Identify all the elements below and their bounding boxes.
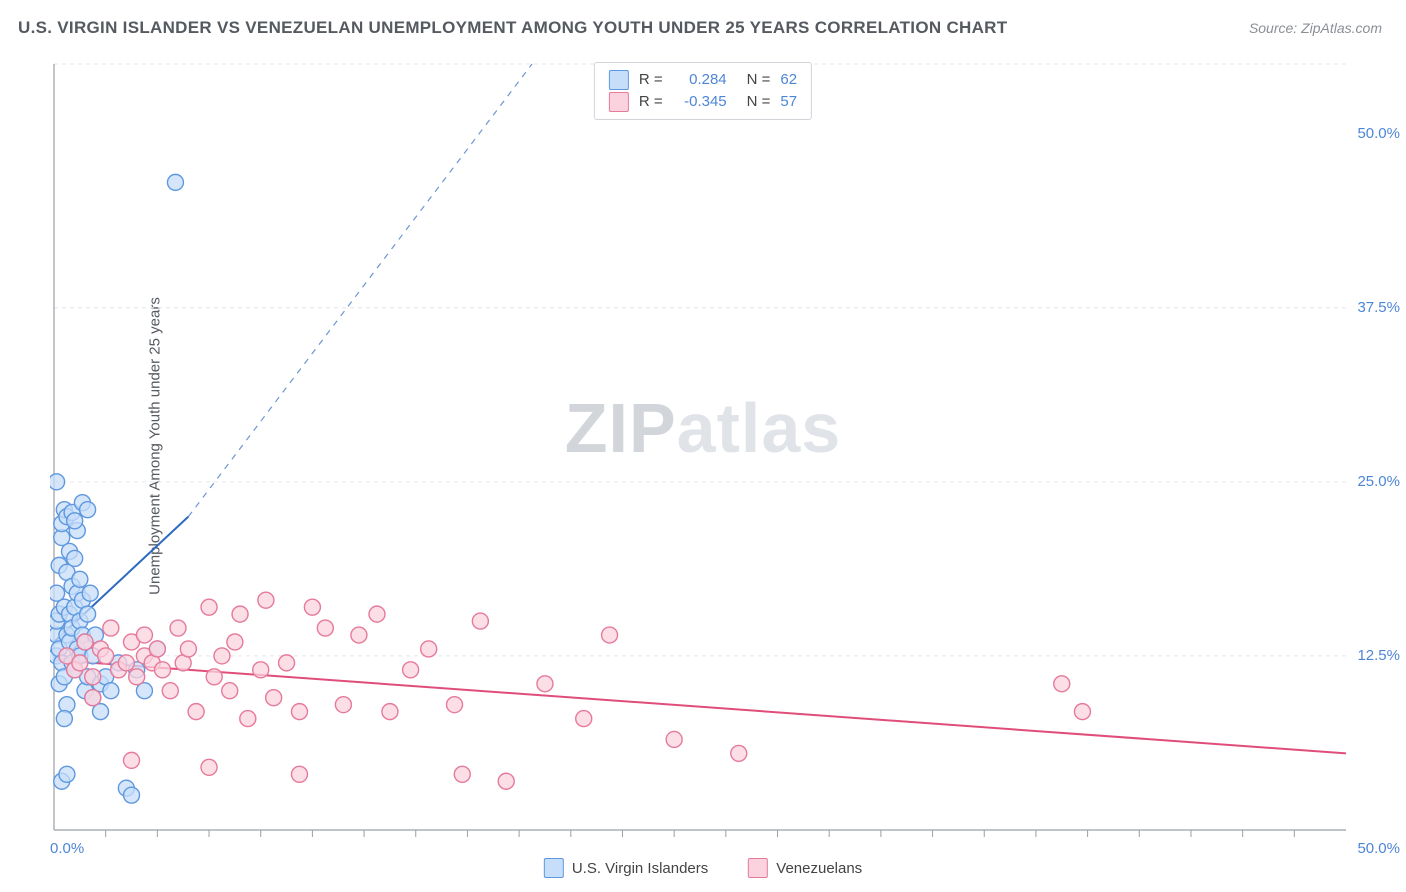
y-tick-label: 50.0% [1357, 125, 1400, 142]
r-label: R = [639, 91, 663, 113]
scatter-plot [50, 60, 1350, 850]
swatch-blue [609, 70, 629, 90]
swatch-pink [748, 858, 768, 878]
y-tick-label: 37.5% [1357, 299, 1400, 316]
swatch-blue [544, 858, 564, 878]
n-label: N = [747, 69, 771, 91]
stats-row: R = -0.345 N = 57 [609, 91, 797, 113]
stats-legend: R = 0.284 N = 62 R = -0.345 N = 57 [594, 62, 812, 120]
source-credit: Source: ZipAtlas.com [1249, 20, 1382, 36]
series-legend: U.S. Virgin Islanders Venezuelans [544, 858, 862, 878]
x-tick-label: 50.0% [1357, 840, 1400, 857]
r-value: -0.345 [673, 91, 727, 113]
x-tick-label: 0.0% [50, 840, 84, 857]
r-value: 0.284 [673, 69, 727, 91]
legend-item: U.S. Virgin Islanders [544, 858, 708, 878]
n-value: 62 [780, 69, 797, 91]
legend-label: U.S. Virgin Islanders [572, 860, 708, 877]
legend-label: Venezuelans [776, 860, 862, 877]
r-label: R = [639, 69, 663, 91]
n-value: 57 [780, 91, 797, 113]
n-label: N = [747, 91, 771, 113]
swatch-pink [609, 92, 629, 112]
legend-item: Venezuelans [748, 858, 862, 878]
stats-row: R = 0.284 N = 62 [609, 69, 797, 91]
chart-title: U.S. VIRGIN ISLANDER VS VENEZUELAN UNEMP… [18, 18, 1007, 38]
y-tick-label: 12.5% [1357, 647, 1400, 664]
y-tick-label: 25.0% [1357, 473, 1400, 490]
